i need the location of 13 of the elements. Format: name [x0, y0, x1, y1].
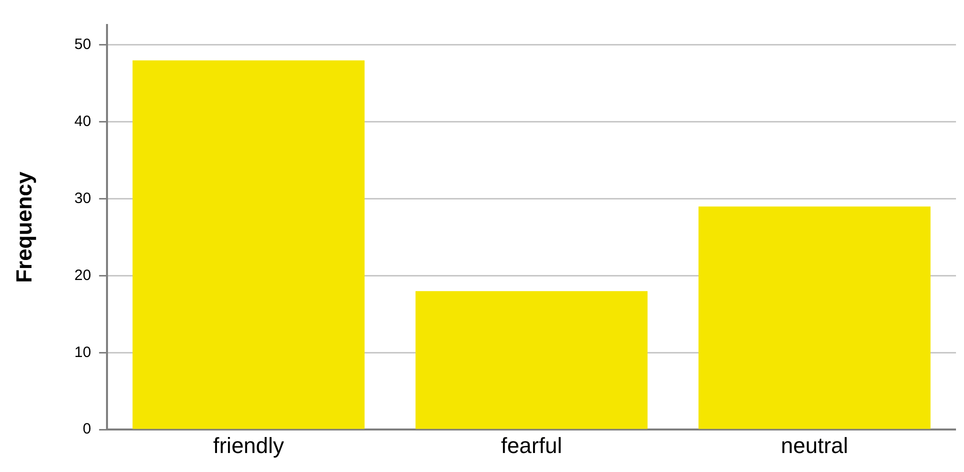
x-tick-label: friendly — [213, 432, 284, 458]
y-axis-title: Frequency — [11, 170, 36, 283]
y-tick-label: 50 — [74, 36, 92, 54]
y-tick-label: 10 — [74, 344, 92, 361]
bar — [132, 60, 365, 429]
bar — [416, 291, 648, 429]
y-tick-label: 30 — [74, 190, 92, 207]
x-tick-label: neutral — [780, 432, 848, 458]
y-tick-label: 40 — [74, 113, 92, 130]
bar — [698, 206, 931, 429]
x-tick-label: fearful — [500, 432, 562, 458]
y-tick-label: 0 — [82, 420, 92, 438]
y-tick-label: 20 — [74, 266, 92, 284]
